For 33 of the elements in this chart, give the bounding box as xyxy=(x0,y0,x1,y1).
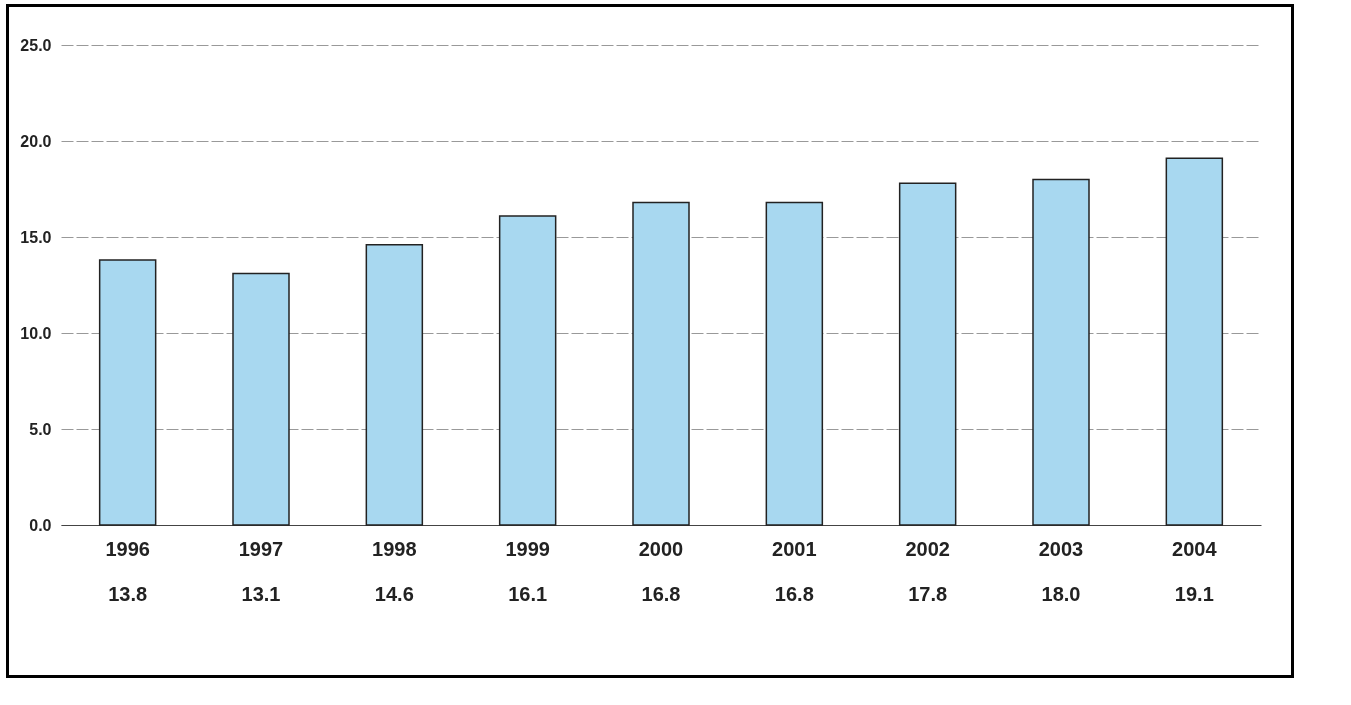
data-label: 19.1 xyxy=(1174,583,1214,605)
bar xyxy=(365,243,424,526)
x-tick-label: 2002 xyxy=(905,537,950,560)
bar xyxy=(498,215,557,526)
x-tick-label: 1996 xyxy=(105,537,150,560)
y-tick-label: 15.0 xyxy=(20,228,52,246)
y-tick-label: 0.0 xyxy=(29,516,52,534)
y-tick-label: 20.0 xyxy=(20,132,52,150)
data-label: 17.8 xyxy=(908,583,948,605)
data-label: 16.8 xyxy=(641,583,681,605)
bar xyxy=(1165,157,1224,526)
x-tick-label: 2001 xyxy=(772,537,817,560)
bar xyxy=(232,272,290,526)
x-tick-label: 1999 xyxy=(505,537,550,560)
bar xyxy=(765,201,824,526)
x-tick-label: 2004 xyxy=(1172,537,1218,560)
bar xyxy=(98,259,157,526)
bar xyxy=(898,182,957,526)
data-label: 16.8 xyxy=(774,583,814,605)
y-tick-label: 5.0 xyxy=(29,420,52,438)
data-label: 16.1 xyxy=(508,583,548,605)
bar xyxy=(632,201,690,526)
x-tick-label: 2003 xyxy=(1038,537,1084,560)
x-tick-label: 1998 xyxy=(372,537,417,560)
data-label: 13.1 xyxy=(241,583,281,605)
x-tick-label: 2000 xyxy=(638,537,684,560)
data-label: 13.8 xyxy=(108,583,148,605)
y-tick-label: 10.0 xyxy=(20,324,52,342)
bar xyxy=(1032,178,1090,526)
y-tick-label: 25.0 xyxy=(20,36,52,54)
data-label: 18.0 xyxy=(1041,583,1081,605)
data-label: 14.6 xyxy=(374,583,414,605)
x-tick-label: 1997 xyxy=(238,537,284,560)
